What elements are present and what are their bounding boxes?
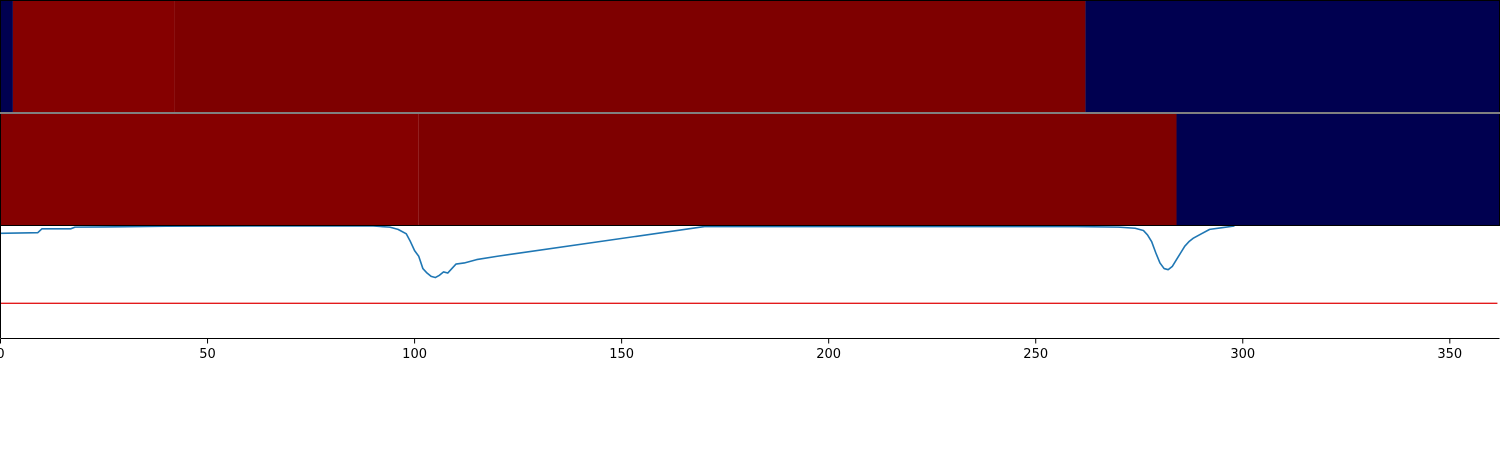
x-tick-label-300: 300 — [1230, 347, 1255, 362]
heatmap-cell-2-1 — [0, 113, 419, 226]
x-tick-label-50: 50 — [199, 347, 216, 362]
x-tick-label-200: 200 — [816, 347, 841, 362]
heatmap-cell-1-1 — [0, 0, 13, 113]
x-axis: 0 50 100 150 200 250 300 350 — [0, 338, 1462, 362]
x-tick-label-100: 100 — [402, 347, 427, 362]
x-tick-label-0: 0 — [0, 347, 5, 362]
x-tick-label-150: 150 — [609, 347, 634, 362]
heatmap-cell-1-4 — [1085, 0, 1500, 113]
heatmap-panel-2 — [0, 113, 1500, 226]
x-tick-label-350: 350 — [1437, 347, 1462, 362]
heatmap-cell-2-3 — [1176, 113, 1500, 226]
series-line-blue — [0, 225, 1235, 279]
heatmap-cell-1-2 — [12, 0, 175, 113]
line-plot-axes — [0, 225, 1500, 339]
x-tick-label-250: 250 — [1023, 347, 1048, 362]
heatmap-cell-1-3 — [174, 0, 1086, 113]
heatmap-panel-1 — [0, 0, 1500, 113]
heatmap-cell-2-2 — [418, 113, 1177, 226]
